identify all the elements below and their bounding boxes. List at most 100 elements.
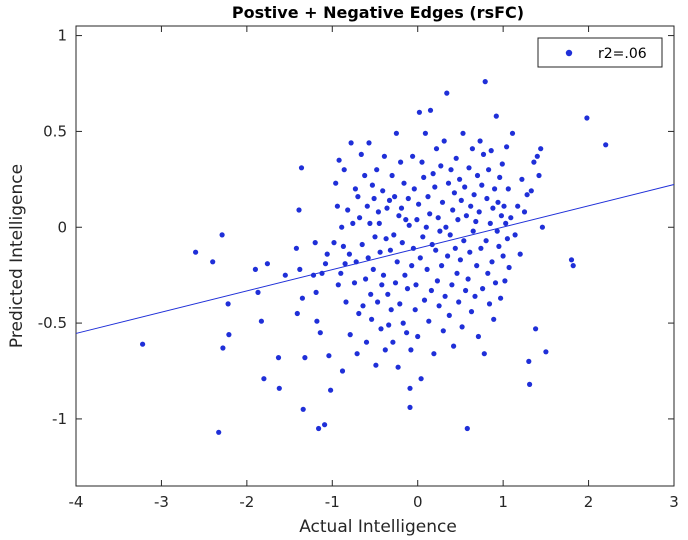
- data-point: [324, 251, 330, 257]
- data-point: [400, 320, 406, 326]
- data-point: [298, 165, 305, 171]
- x-tick-label: -4: [69, 493, 84, 511]
- data-point: [488, 148, 494, 154]
- data-point: [390, 339, 396, 345]
- data-point: [326, 353, 332, 359]
- data-point: [473, 218, 479, 225]
- y-tick-label: -1: [52, 410, 67, 428]
- plot-area: [75, 25, 675, 487]
- data-point: [412, 307, 418, 313]
- data-point: [293, 245, 299, 251]
- data-point: [407, 385, 413, 391]
- x-tick-label: 2: [584, 493, 594, 511]
- data-point: [294, 310, 300, 317]
- data-point: [521, 209, 528, 215]
- data-point: [388, 307, 394, 313]
- data-point: [394, 259, 400, 265]
- data-point: [422, 130, 428, 136]
- data-point: [410, 153, 416, 159]
- data-point: [491, 316, 497, 322]
- data-point: [275, 355, 282, 361]
- data-point: [255, 289, 261, 295]
- data-point: [498, 213, 504, 219]
- data-point: [469, 146, 475, 152]
- data-point: [282, 272, 288, 278]
- data-point: [487, 220, 493, 226]
- data-point: [479, 182, 485, 188]
- data-point: [446, 312, 452, 318]
- data-point: [505, 186, 511, 192]
- data-point: [464, 425, 470, 432]
- data-point: [457, 176, 463, 182]
- data-point: [328, 387, 334, 393]
- data-point: [210, 259, 216, 265]
- data-point: [374, 167, 380, 173]
- data-point: [603, 142, 609, 148]
- data-point: [316, 425, 322, 432]
- data-point: [421, 297, 428, 303]
- data-point: [413, 282, 419, 288]
- data-point: [478, 245, 484, 251]
- y-tick-label: -0.5: [38, 314, 67, 332]
- data-point: [436, 303, 442, 309]
- data-point: [504, 144, 510, 150]
- data-point: [342, 261, 348, 267]
- data-point: [348, 140, 354, 146]
- data-point: [485, 270, 491, 276]
- data-point: [369, 316, 375, 322]
- data-point: [495, 199, 501, 205]
- data-point: [437, 228, 443, 234]
- data-point: [425, 194, 431, 200]
- data-point: [417, 255, 423, 261]
- data-point: [404, 286, 411, 292]
- data-point: [371, 195, 377, 202]
- data-point: [435, 215, 441, 221]
- data-point: [358, 151, 364, 157]
- data-point: [252, 266, 258, 272]
- data-point: [339, 224, 345, 230]
- data-point: [427, 107, 434, 113]
- data-point: [346, 251, 352, 257]
- data-point: [452, 245, 458, 251]
- data-point: [363, 276, 369, 282]
- data-point: [423, 224, 429, 230]
- data-point: [386, 322, 392, 328]
- data-point: [440, 328, 446, 334]
- data-point: [517, 251, 523, 257]
- data-point: [396, 213, 402, 219]
- data-point: [385, 291, 391, 297]
- data-point: [258, 318, 264, 324]
- x-tick-label: -2: [239, 493, 254, 511]
- data-point: [414, 217, 420, 223]
- data-point: [375, 299, 381, 305]
- data-point: [392, 280, 399, 286]
- data-point: [519, 176, 525, 182]
- data-point: [474, 263, 480, 269]
- legend-label: r2=.06: [598, 46, 647, 62]
- y-tick-label: 0: [57, 218, 67, 236]
- data-point: [391, 232, 397, 238]
- data-point: [442, 293, 448, 299]
- data-point: [499, 161, 505, 167]
- data-point: [225, 301, 231, 307]
- x-tick-label: -1: [325, 493, 340, 511]
- y-axis-label: Predicted Intelligence: [7, 164, 27, 348]
- data-point: [379, 282, 385, 288]
- data-point: [424, 266, 430, 272]
- data-point: [477, 138, 483, 144]
- data-point: [480, 286, 486, 292]
- data-point: [480, 151, 487, 157]
- data-point: [496, 243, 502, 249]
- data-point: [300, 406, 306, 412]
- data-point: [543, 349, 549, 355]
- data-point: [457, 257, 463, 263]
- data-point: [363, 339, 370, 345]
- x-axis-label: Actual Intelligence: [299, 517, 457, 537]
- data-point: [503, 220, 509, 226]
- data-point: [432, 184, 438, 190]
- data-point: [216, 429, 222, 435]
- data-point: [338, 270, 344, 276]
- data-point: [416, 201, 422, 207]
- data-point: [370, 266, 376, 272]
- data-point: [570, 263, 576, 269]
